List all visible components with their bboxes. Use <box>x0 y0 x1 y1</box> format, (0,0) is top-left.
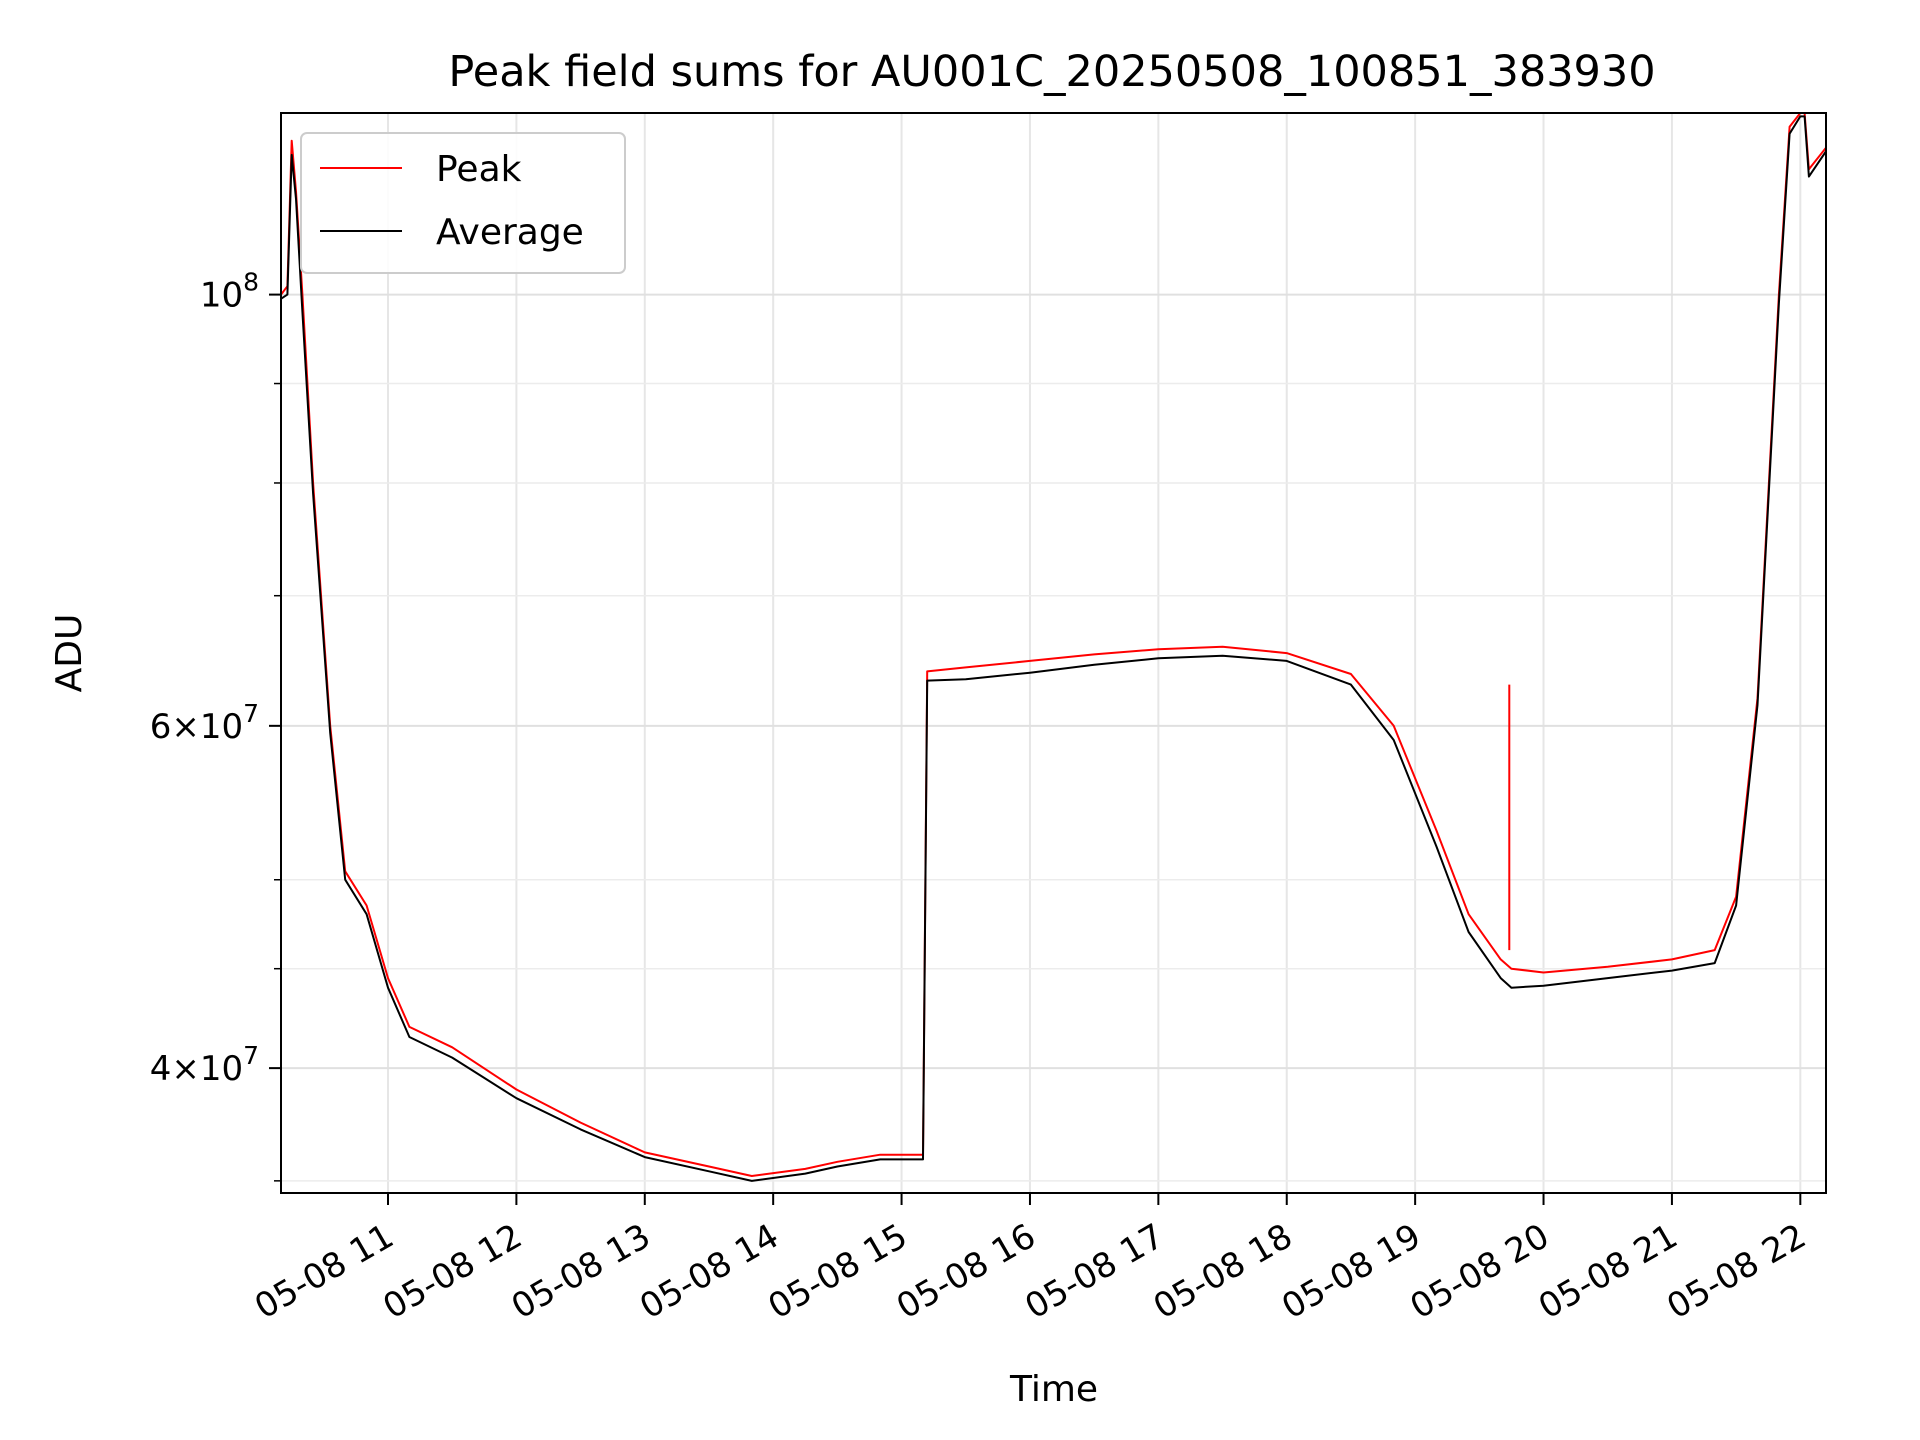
y-tick-base: 6×10 <box>150 707 243 747</box>
y-tick-label: 108 <box>200 268 259 316</box>
legend-label-peak: Peak <box>436 149 522 190</box>
y-tick-label: 4×107 <box>150 1041 259 1089</box>
y-axis-label: ADU <box>49 614 90 693</box>
legend: Peak Average <box>300 132 626 274</box>
legend-label-average: Average <box>436 212 584 253</box>
y-tick-exponent: 7 <box>243 699 259 728</box>
x-axis-label: Time <box>1009 1369 1098 1410</box>
y-tick-exponent: 7 <box>243 1041 259 1070</box>
y-tick-base: 10 <box>200 276 243 316</box>
grid <box>281 113 1826 1193</box>
y-tick-base: 4×10 <box>150 1049 243 1089</box>
chart-title: Peak field sums for AU001C_20250508_1008… <box>448 47 1655 97</box>
series-line-peak <box>281 113 1826 1177</box>
series-line-average <box>281 115 1826 1182</box>
series-layer <box>281 113 1826 1182</box>
y-tick-label: 6×107 <box>150 699 259 747</box>
plot-frame <box>280 112 1827 1194</box>
y-tick-exponent: 8 <box>243 268 259 297</box>
